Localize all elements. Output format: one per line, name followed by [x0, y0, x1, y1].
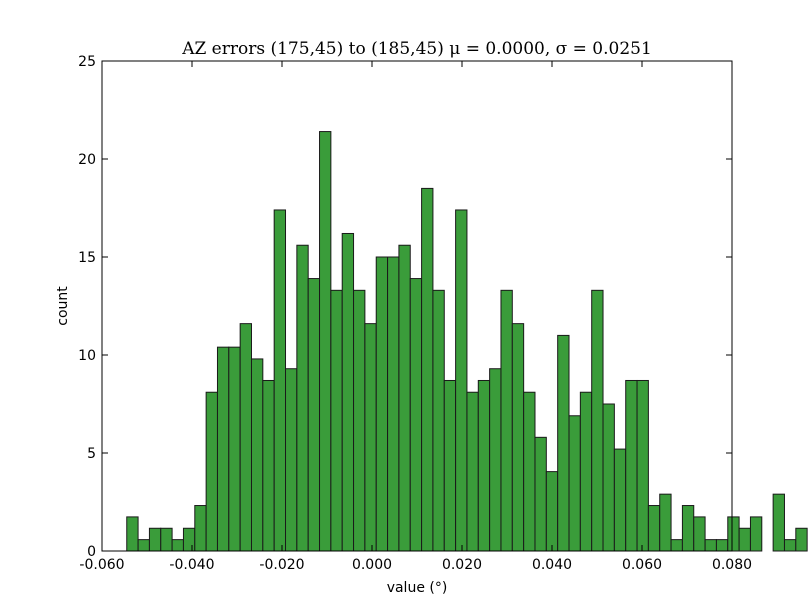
histogram-bar: [307, 278, 321, 552]
x-tick-label: -0.060: [79, 557, 124, 573]
histogram-bar: [205, 391, 218, 552]
x-tick-label: 0.040: [532, 557, 572, 573]
histogram-bar: [579, 391, 593, 552]
histogram-bar: [715, 539, 729, 552]
histogram-bar: [591, 289, 604, 552]
histogram-bar: [137, 539, 150, 552]
histogram-bar: [670, 539, 683, 552]
histogram-bar: [216, 346, 230, 552]
histogram-bar: [285, 368, 298, 552]
histogram-bar: [613, 448, 627, 552]
histogram-bar: [398, 244, 411, 552]
x-tick-label: 0.060: [622, 557, 662, 573]
y-tick-label: 25: [78, 54, 96, 70]
histogram-bar: [262, 379, 275, 552]
histogram-bar: [171, 539, 184, 552]
histogram-bar: [375, 256, 389, 552]
histogram-bar: [353, 289, 366, 552]
histogram-bar: [568, 415, 581, 552]
y-axis-label: count: [55, 286, 71, 326]
x-tick-label: -0.040: [169, 557, 214, 573]
x-tick-label: 0.080: [712, 557, 752, 573]
chart-title: AZ errors (175,45) to (185,45) μ = 0.000…: [181, 39, 652, 59]
histogram-bar: [602, 403, 615, 552]
histogram-bar: [443, 379, 457, 552]
x-axis-label: value (°): [387, 580, 448, 596]
y-tick-label: 0: [87, 544, 96, 560]
histogram-bar: [194, 505, 207, 552]
histogram-bar: [625, 379, 638, 552]
histogram-bar: [273, 209, 287, 552]
y-tick-label: 5: [87, 446, 96, 462]
histogram-bar: [409, 278, 423, 552]
histogram-bar: [387, 256, 400, 552]
histogram-bar: [704, 539, 717, 552]
histogram-bar: [795, 527, 808, 552]
histogram-bar: [126, 516, 139, 552]
ticks-group: -0.060 -0.040 -0.020 0.000 0.020 0.040 0.060 0.…: [78, 54, 752, 573]
histogram-bar: [432, 289, 445, 552]
histogram-bar: [500, 289, 513, 552]
histogram-bar: [749, 516, 763, 552]
y-tick-label: 20: [78, 152, 96, 168]
x-tick-label: 0.020: [442, 557, 482, 573]
y-tick-label: 10: [78, 348, 96, 364]
histogram-bar: [182, 527, 196, 552]
histogram-bar: [523, 391, 536, 552]
histogram-bar: [160, 527, 173, 552]
histogram-bar: [148, 527, 162, 552]
histogram-bar: [693, 516, 706, 552]
histogram-bar: [647, 505, 661, 552]
histogram-bar: [545, 471, 559, 552]
histogram-bar: [681, 505, 695, 552]
bars-group: [126, 131, 808, 552]
histogram-bar: [466, 391, 479, 552]
histogram-bar: [228, 346, 241, 552]
histogram-bar: [511, 323, 525, 552]
x-tick-label: 0.000: [352, 557, 392, 573]
histogram-bar: [783, 539, 797, 552]
y-tick-label: 15: [78, 250, 96, 266]
histogram-bar: [659, 493, 672, 552]
histogram-bar: [455, 209, 468, 552]
histogram-bar: [727, 516, 740, 552]
histogram-bar: [534, 436, 547, 552]
histogram-bar: [319, 131, 332, 552]
histogram-bar: [738, 527, 751, 552]
histogram-bar: [557, 334, 570, 552]
histogram-bar: [341, 232, 355, 552]
histogram-bar: [330, 289, 343, 552]
histogram-bar: [489, 368, 502, 552]
histogram-bar: [364, 323, 377, 552]
x-tick-label: -0.020: [259, 557, 304, 573]
histogram-bar: [636, 379, 649, 552]
histogram-bar: [477, 379, 491, 552]
histogram-bar: [239, 323, 252, 552]
histogram-bar: [250, 358, 264, 552]
histogram-bar: [421, 187, 434, 552]
histogram-bar: [296, 244, 309, 552]
histogram-bar: [772, 493, 785, 552]
plot-frame: [101, 60, 733, 552]
